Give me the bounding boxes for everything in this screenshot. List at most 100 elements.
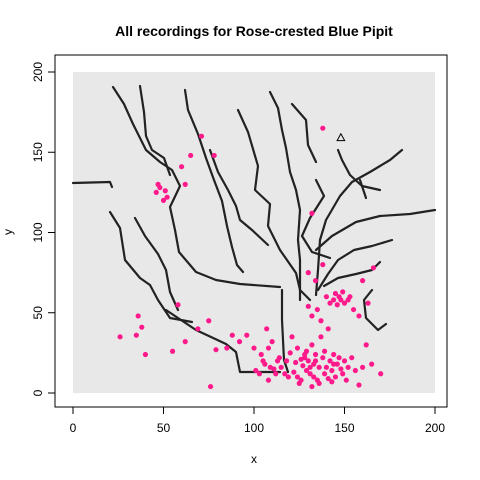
data-point [267, 364, 273, 370]
data-point [236, 339, 243, 345]
x-tick-label: 50 [157, 421, 171, 435]
data-point [332, 290, 339, 297]
data-point [329, 367, 335, 374]
data-point [164, 194, 170, 200]
y-tick-label: 50 [31, 306, 45, 320]
stream-line [111, 85, 282, 289]
data-point [262, 361, 268, 367]
data-point [332, 374, 339, 380]
data-point [265, 345, 272, 351]
data-point [311, 374, 317, 380]
stream-line [300, 178, 332, 260]
data-point [312, 278, 319, 284]
stream-line [290, 102, 318, 164]
data-point [316, 380, 322, 386]
data-point [264, 326, 270, 332]
data-point [334, 361, 340, 367]
stream-line [268, 90, 302, 302]
data-point [309, 383, 315, 390]
data-point [318, 318, 324, 324]
stream-line [183, 88, 245, 274]
data-point [300, 363, 306, 369]
data-point [360, 364, 366, 370]
data-point [378, 371, 384, 377]
x-tick-label: 150 [334, 421, 354, 435]
data-point [305, 358, 311, 364]
y-tick-label: 100 [31, 222, 45, 242]
data-point [320, 262, 326, 268]
y-axis-label: y [1, 229, 15, 235]
data-point [307, 371, 313, 377]
data-point [329, 379, 335, 385]
y-axis: 0 50 100 150 200 [31, 62, 56, 396]
data-point [314, 306, 320, 313]
stream-line [280, 288, 290, 374]
stream-line [138, 84, 172, 177]
stream-line [71, 180, 114, 189]
data-point [133, 332, 139, 338]
data-point [341, 300, 348, 306]
data-point [294, 374, 301, 380]
data-point [331, 351, 337, 358]
chart-title: All recordings for Rose-crested Blue Pip… [115, 23, 393, 39]
data-point [169, 348, 176, 354]
data-point [350, 306, 357, 313]
data-point [316, 364, 322, 370]
data-point [157, 184, 163, 191]
data-point [303, 367, 310, 374]
data-point [309, 210, 315, 216]
data-point [283, 358, 290, 364]
data-point [258, 351, 264, 358]
x-tick-label: 100 [244, 421, 264, 435]
data-point [338, 297, 344, 303]
data-point [341, 358, 348, 364]
data-point [278, 364, 284, 370]
data-point [160, 197, 167, 203]
data-point [356, 382, 362, 388]
data-point [293, 359, 299, 366]
data-point [206, 318, 212, 324]
data-point [360, 278, 366, 284]
data-point [325, 326, 331, 332]
recording-points [117, 125, 384, 390]
data-point [273, 371, 279, 377]
data-point [323, 294, 329, 300]
data-point [287, 350, 293, 356]
stream-line [316, 238, 394, 292]
data-point [369, 361, 375, 367]
data-point [195, 326, 201, 332]
data-point [323, 364, 329, 370]
stream-line [164, 308, 282, 374]
data-point [356, 313, 362, 319]
data-point [352, 367, 358, 374]
data-point [302, 355, 308, 361]
stream-line [133, 216, 180, 312]
data-point [175, 302, 181, 308]
data-point [327, 358, 333, 364]
data-point [207, 383, 214, 390]
data-point [347, 294, 353, 300]
data-point [336, 355, 342, 361]
triangle-marker [336, 132, 346, 142]
stream-line [336, 148, 382, 192]
data-point [327, 300, 333, 306]
data-point [349, 355, 355, 361]
data-point [325, 375, 331, 382]
data-point [198, 133, 205, 139]
data-point [331, 297, 337, 303]
data-point [244, 332, 250, 338]
data-point [370, 265, 377, 271]
data-point [179, 164, 185, 170]
data-point [229, 332, 235, 338]
data-point [309, 313, 315, 319]
stream-line [358, 178, 368, 200]
data-point [142, 351, 148, 358]
data-point [303, 348, 310, 354]
data-point [340, 289, 346, 295]
y-tick-label: 0 [31, 389, 45, 396]
stream-network [71, 84, 437, 374]
data-point [298, 377, 304, 383]
data-point [282, 371, 288, 377]
data-point [269, 339, 275, 345]
